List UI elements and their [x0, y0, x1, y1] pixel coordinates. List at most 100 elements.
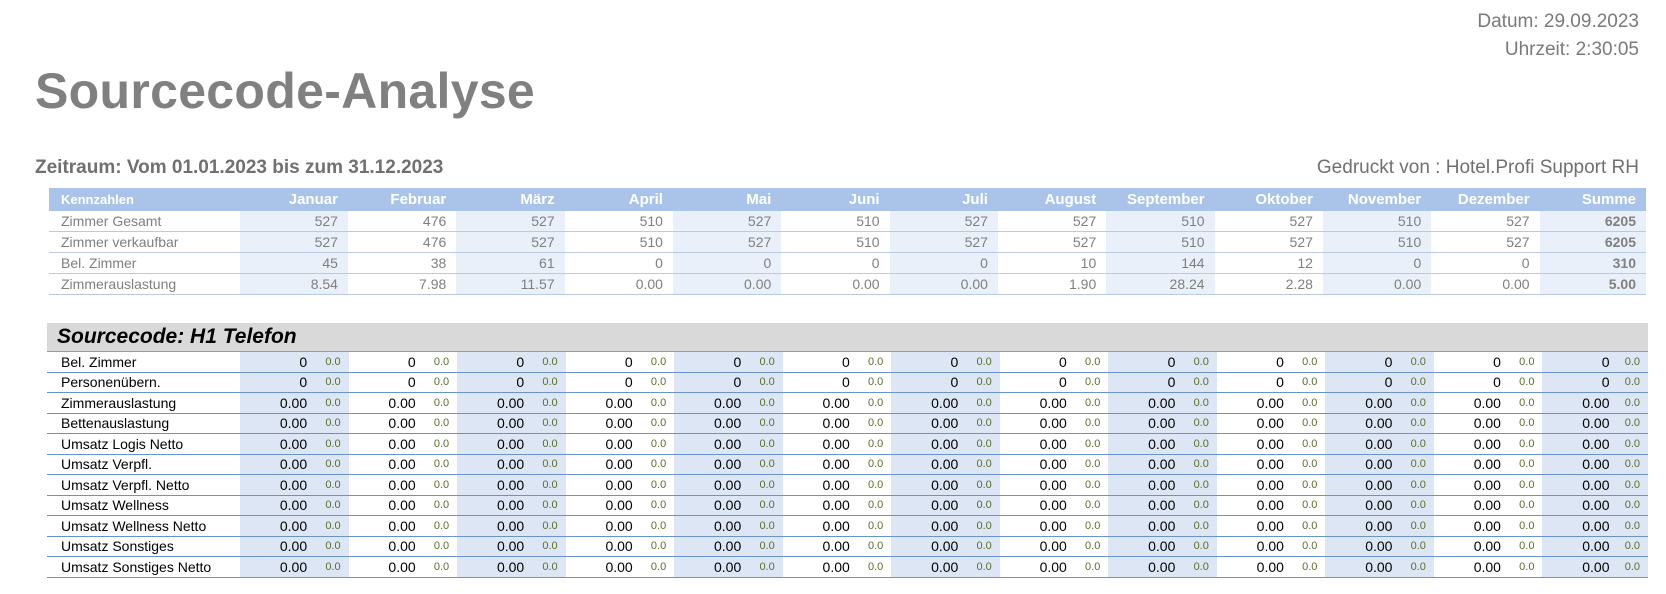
sourcecode-value-cell: 0.00 [891, 433, 965, 455]
sourcecode-percent-cell: 0.0 [1072, 495, 1109, 516]
sourcecode-percent-cell: 0.0 [638, 495, 675, 516]
sourcecode-percent-cell: 0.0 [1181, 556, 1217, 578]
sourcecode-value-cell: 0.00 [457, 454, 531, 475]
sourcecode-value-cell: 0.00 [891, 392, 965, 414]
kennzahl-cell: 527 [1214, 231, 1323, 253]
sourcecode-percent-cell: 0.0 [421, 556, 458, 578]
sourcecode-value-cell: 0 [1216, 372, 1290, 393]
sourcecode-value-cell: 0.00 [891, 495, 965, 516]
sourcecode-percent-cell: 0.0 [313, 392, 349, 414]
sourcecode-percent-cell: 0.0 [1181, 474, 1217, 496]
sourcecode-value-cell: 0 [674, 372, 748, 393]
sourcecode-value-cell: 0.00 [565, 433, 639, 455]
sourcecode-value-cell: 0 [1325, 372, 1399, 393]
sourcecode-value-cell: 0.00 [1433, 392, 1507, 414]
sourcecode-value-cell: 0.00 [1433, 495, 1507, 516]
sourcecode-value-cell: 0.00 [1325, 536, 1399, 557]
sourcecode-value-cell: 0.00 [782, 392, 856, 414]
sourcecode-value-cell: 0.00 [1325, 454, 1399, 475]
sourcecode-value-cell: 0.00 [457, 392, 531, 414]
sourcecode-value-cell: 0.00 [1216, 515, 1290, 537]
sourcecode-percent-cell: 0.0 [530, 413, 566, 434]
kennzahl-cell: 144 [1106, 252, 1215, 274]
sourcecode-value-cell: 0.00 [999, 454, 1073, 475]
sourcecode-value-cell: 0.00 [457, 556, 531, 578]
sourcecode-value-cell: 0.00 [1108, 454, 1182, 475]
sourcecode-value-cell: 0.00 [674, 433, 748, 455]
sourcecode-percent-cell: 0.0 [1506, 433, 1543, 455]
sourcecode-value-cell: 0.00 [674, 536, 748, 557]
sourcecode-value-cell: 0.00 [674, 413, 748, 434]
kennzahl-cell: 0 [781, 252, 890, 274]
kennzahl-cell: 527 [889, 231, 998, 253]
sourcecode-percent-cell: 0.0 [964, 556, 1000, 578]
sourcecode-value-cell: 0.00 [891, 413, 965, 434]
sourcecode-value-cell: 0.00 [1108, 515, 1182, 537]
sourcecode-value-cell: 0.00 [1325, 495, 1399, 516]
sourcecode-row-label: Umsatz Sonstiges [47, 536, 241, 557]
sourcecode-value-cell: 0.00 [1216, 495, 1290, 516]
sourcecode-percent-cell: 0.0 [1506, 392, 1543, 414]
sourcecode-percent-cell: 0.0 [313, 372, 349, 393]
kennzahl-cell: 10 [997, 252, 1107, 274]
sourcecode-value-cell: 0 [1216, 352, 1290, 373]
sourcecode-percent-cell: 0.0 [1289, 515, 1326, 537]
sourcecode-value-cell: 0 [348, 352, 422, 373]
kennzahl-cell: 510 [564, 231, 673, 253]
sourcecode-percent-cell: 0.0 [1615, 372, 1648, 393]
sourcecode-value-cell: 0.00 [891, 536, 965, 557]
kennzahl-cell: 28.24 [1106, 273, 1215, 295]
sourcecode-percent-cell: 0.0 [313, 495, 349, 516]
sourcecode-row: Umsatz Verpfl. 0.00 0.0 0.00 0.0 0.00 0.0 0.00 0… [47, 454, 1648, 475]
sourcecode-value-cell: 0.00 [674, 474, 748, 496]
sourcecode-value-cell: 0.00 [240, 515, 314, 537]
sourcecode-row-label: Umsatz Sonstiges Netto [47, 556, 241, 578]
sourcecode-value-cell: 0.00 [240, 536, 314, 557]
sourcecode-percent-cell: 0.0 [1398, 352, 1434, 373]
sourcecode-percent-cell: 0.0 [1398, 556, 1434, 578]
sourcecode-percent-cell: 0.0 [1289, 474, 1326, 496]
kennzahl-label: Zimmerauslastung [49, 273, 240, 295]
sourcecode-percent-cell: 0.0 [1506, 454, 1543, 475]
kennzahl-cell: 527 [1431, 231, 1540, 253]
sourcecode-value-cell: 0.00 [999, 413, 1073, 434]
sourcecode-percent-cell: 0.0 [1289, 413, 1326, 434]
sourcecode-percent-cell: 0.0 [1072, 474, 1109, 496]
sourcecode-value-cell: 0.00 [348, 454, 422, 475]
sourcecode-percent-cell: 0.0 [747, 372, 783, 393]
sourcecode-value-cell: 0.00 [674, 392, 748, 414]
sourcecode-value-cell: 0.00 [1108, 433, 1182, 455]
sourcecode-percent-cell: 0.0 [855, 536, 892, 557]
sourcecode-value-cell: 0.00 [565, 454, 639, 475]
sourcecode-value-cell: 0.00 [1542, 495, 1616, 516]
sourcecode-percent-cell: 0.0 [1072, 556, 1109, 578]
sourcecode-value-cell: 0.00 [999, 536, 1073, 557]
kennzahl-cell: 527 [456, 231, 565, 253]
sourcecode-percent-cell: 0.0 [1072, 433, 1109, 455]
sourcecode-value-cell: 0.00 [240, 495, 314, 516]
column-header-month: November [1322, 188, 1432, 211]
sourcecode-percent-cell: 0.0 [530, 392, 566, 414]
sourcecode-value-cell: 0.00 [348, 556, 422, 578]
kennzahl-cell: 11.57 [456, 273, 565, 295]
sourcecode-percent-cell: 0.0 [1289, 352, 1326, 373]
sourcecode-percent-cell: 0.0 [1072, 392, 1109, 414]
sourcecode-percent-cell: 0.0 [530, 515, 566, 537]
sourcecode-value-cell: 0.00 [1108, 392, 1182, 414]
kennzahl-cell: 527 [672, 211, 782, 232]
sourcecode-value-cell: 0 [457, 352, 531, 373]
sourcecode-row: Umsatz Wellness 0.00 0.0 0.00 0.0 0.00 0.0 0.00… [47, 495, 1648, 516]
sourcecode-value-cell: 0.00 [782, 556, 856, 578]
sourcecode-value-cell: 0.00 [674, 556, 748, 578]
sourcecode-percent-cell: 0.0 [855, 474, 892, 496]
sourcecode-row-label: Personenübern. [47, 372, 241, 393]
kennzahl-cell: 12 [1214, 252, 1323, 274]
sourcecode-value-cell: 0.00 [1216, 392, 1290, 414]
sourcecode-value-cell: 0.00 [1325, 392, 1399, 414]
sourcecode-percent-cell: 0.0 [638, 515, 675, 537]
sourcecode-percent-cell: 0.0 [1181, 454, 1217, 475]
kennzahl-label: Zimmer Gesamt [49, 211, 240, 232]
sourcecode-percent-cell: 0.0 [1181, 433, 1217, 455]
column-header-month: Januar [239, 188, 348, 211]
sourcecode-value-cell: 0.00 [891, 474, 965, 496]
